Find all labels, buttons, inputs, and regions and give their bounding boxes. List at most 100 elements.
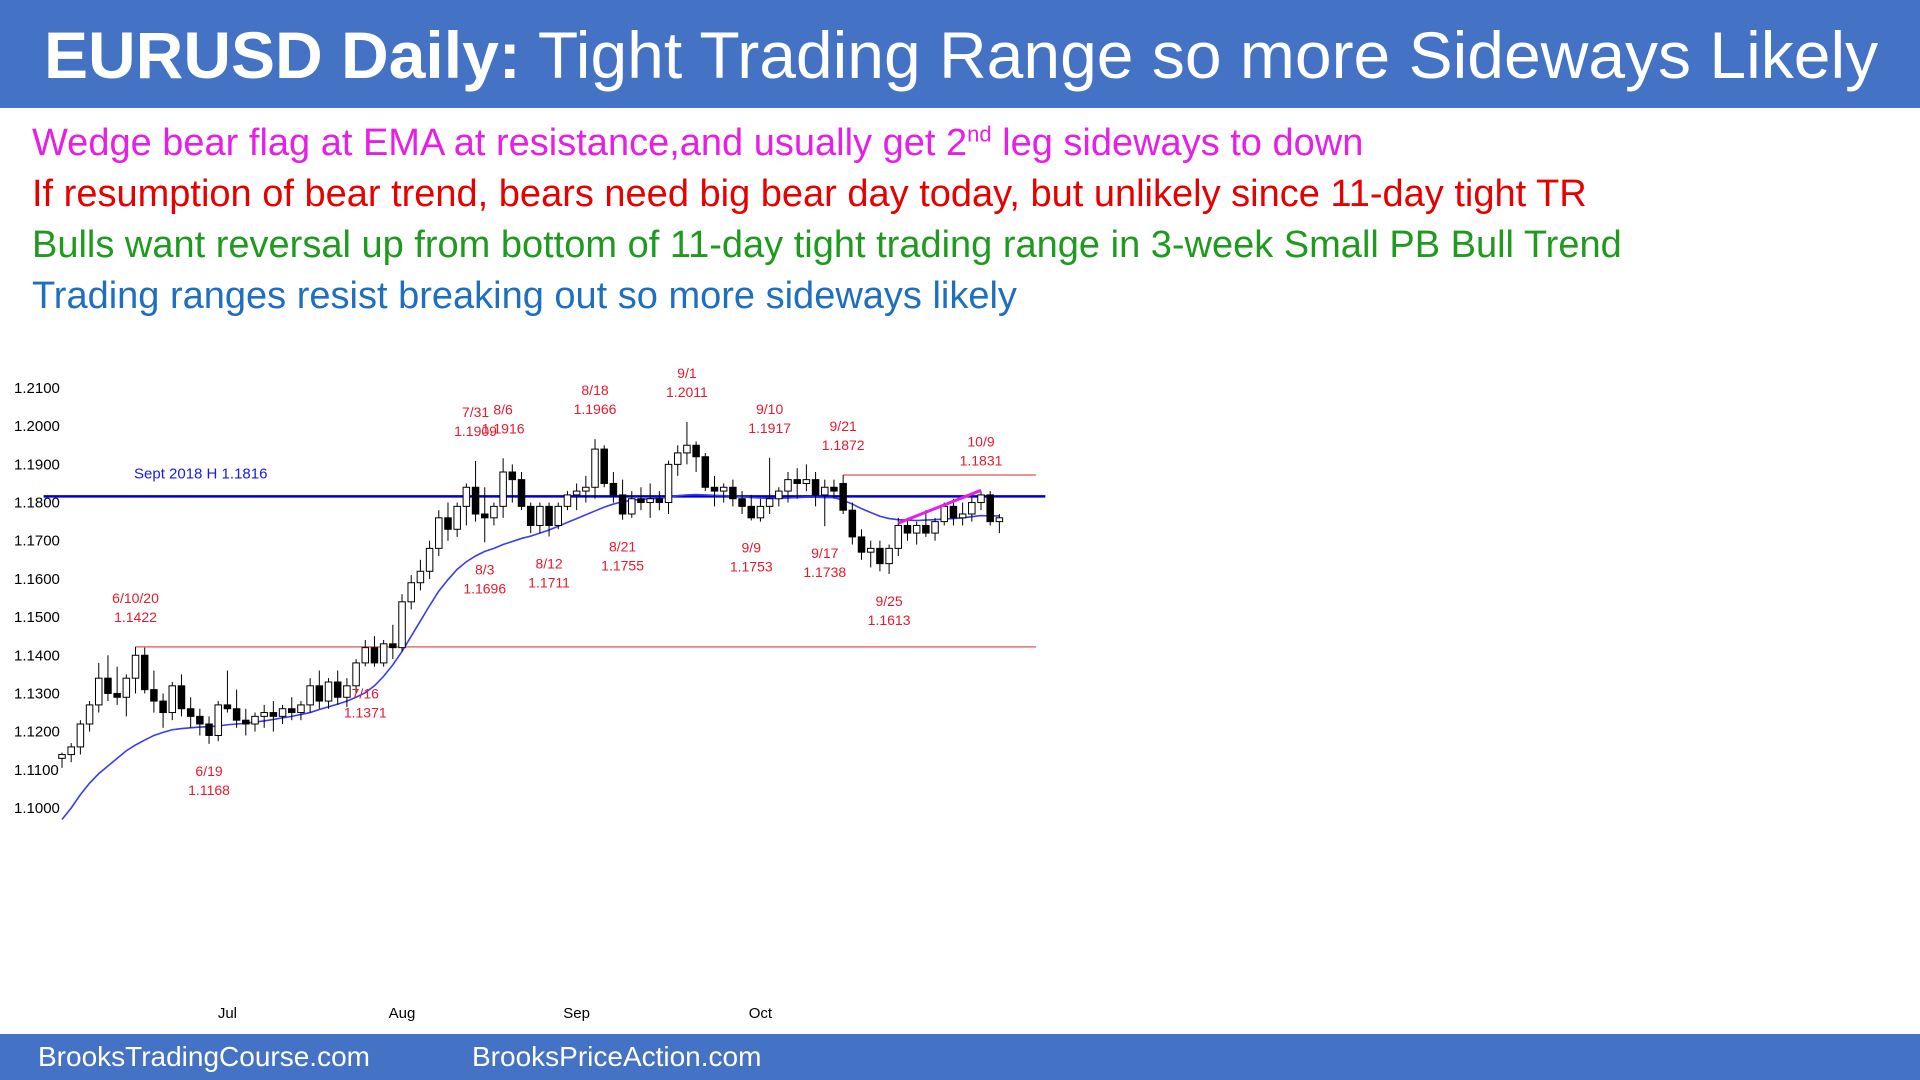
bull-candle bbox=[931, 521, 939, 534]
y-tick-label: 1.2000 bbox=[14, 418, 60, 435]
bear-candle bbox=[729, 486, 737, 500]
footer-link-trading-course[interactable]: BrooksTradingCourse.com bbox=[38, 1041, 370, 1072]
bear-candle bbox=[389, 643, 397, 649]
bull-candle bbox=[122, 677, 131, 698]
swing-annotation: 9/1 bbox=[677, 365, 697, 381]
bull-candle bbox=[85, 704, 94, 725]
bear-candle bbox=[793, 479, 801, 484]
swing-annotation: 8/6 bbox=[493, 401, 513, 417]
bull-candle bbox=[58, 754, 66, 759]
title-bar: EURUSD Daily: Tight Trading Range so mor… bbox=[0, 0, 1920, 108]
y-tick-label: 1.1100 bbox=[14, 762, 59, 779]
bull-candle bbox=[977, 494, 985, 504]
bear-candle bbox=[811, 479, 820, 496]
bear-candle bbox=[517, 479, 526, 507]
swing-annotation: 7/31 bbox=[462, 404, 489, 420]
y-tick-label: 1.2100 bbox=[14, 380, 60, 397]
bear-candle bbox=[508, 471, 517, 481]
swing-annotation: 9/21 bbox=[830, 418, 857, 434]
x-tick-label: Jul bbox=[218, 1005, 237, 1022]
bear-candle bbox=[205, 723, 213, 736]
title-headline: Tight Trading Range so more Sideways Lik… bbox=[537, 18, 1879, 92]
bear-candle bbox=[857, 536, 866, 553]
bull-candle bbox=[554, 505, 563, 526]
bear-candle bbox=[655, 498, 664, 504]
wedge-trendline bbox=[897, 488, 982, 525]
note-1-text-end: leg sideways to down bbox=[991, 122, 1364, 164]
bear-candle bbox=[876, 547, 884, 565]
y-tick-label: 1.1900 bbox=[14, 456, 60, 473]
swing-annotation: 1.1422 bbox=[114, 609, 157, 625]
bear-candle bbox=[600, 448, 608, 484]
level-line-label: Sept 2018 H 1.1816 bbox=[134, 465, 267, 482]
bear-candle bbox=[738, 498, 746, 507]
bull-candle bbox=[462, 486, 471, 507]
swing-annotation: 1.1696 bbox=[463, 580, 506, 596]
swing-annotation: 1.1168 bbox=[188, 782, 230, 798]
swing-annotation: 1.1371 bbox=[344, 704, 387, 720]
swing-annotation: 8/21 bbox=[609, 539, 636, 555]
title-symbol: EURUSD Daily: bbox=[44, 18, 521, 92]
swing-annotation: 9/9 bbox=[742, 539, 762, 555]
bear-candle bbox=[986, 494, 994, 523]
bull-candle bbox=[379, 643, 388, 664]
swing-annotation: 1.1916 bbox=[482, 420, 525, 436]
x-tick-label: Oct bbox=[749, 1005, 773, 1022]
bull-candle bbox=[719, 486, 728, 492]
bear-candle bbox=[159, 700, 167, 714]
y-tick-label: 1.1000 bbox=[14, 800, 60, 817]
bull-candle bbox=[821, 486, 829, 496]
bear-candle bbox=[315, 685, 324, 702]
bull-candle bbox=[214, 704, 222, 736]
bull-candle bbox=[343, 685, 351, 698]
bull-candle bbox=[591, 448, 599, 488]
bull-candle bbox=[168, 685, 177, 714]
bull-candle bbox=[306, 685, 314, 706]
bull-candle bbox=[802, 479, 811, 484]
bull-candle bbox=[940, 505, 948, 523]
bull-candle bbox=[572, 490, 581, 496]
swing-annotation: 1.1613 bbox=[868, 612, 911, 628]
bull-candle bbox=[435, 517, 443, 549]
bull-candle bbox=[866, 547, 875, 553]
swing-annotation: 1.1966 bbox=[574, 401, 617, 417]
bull-candle bbox=[67, 746, 75, 756]
bull-candle bbox=[407, 582, 415, 603]
bear-candle bbox=[333, 681, 342, 698]
bull-candle bbox=[894, 524, 903, 549]
swing-annotation: 1.1753 bbox=[730, 558, 773, 574]
bear-candle bbox=[848, 509, 857, 538]
y-tick-label: 1.1500 bbox=[14, 609, 60, 626]
bear-candle bbox=[839, 482, 847, 511]
y-tick-label: 1.1600 bbox=[14, 571, 60, 588]
bull-candle bbox=[536, 505, 544, 526]
y-tick-label: 1.1300 bbox=[14, 685, 60, 702]
swing-annotation: 10/9 bbox=[967, 434, 994, 450]
footer-link-price-action[interactable]: BrooksPriceAction.com bbox=[472, 1041, 762, 1072]
bear-candle bbox=[232, 708, 241, 721]
bear-candle bbox=[113, 692, 121, 698]
swing-annotation: 1.1755 bbox=[601, 558, 644, 574]
note-1-text: Wedge bear flag at EMA at resistance,and… bbox=[32, 122, 968, 164]
bull-candle bbox=[968, 502, 976, 515]
bull-candle bbox=[499, 471, 507, 507]
swing-annotation: 1.1917 bbox=[748, 420, 791, 436]
swing-annotation: 9/10 bbox=[756, 401, 783, 417]
bear-candle bbox=[692, 444, 700, 458]
bear-candle bbox=[140, 654, 149, 691]
bear-candle bbox=[949, 505, 958, 519]
swing-annotation: 8/18 bbox=[581, 382, 608, 398]
swing-annotation: 1.2011 bbox=[666, 384, 708, 400]
note-line-4: Trading ranges resist breaking out so mo… bbox=[32, 275, 1017, 317]
bear-candle bbox=[701, 456, 710, 488]
bear-candle bbox=[710, 486, 719, 492]
bull-candle bbox=[628, 498, 636, 515]
bull-candle bbox=[260, 712, 268, 717]
commentary-notes: Wedge bear flag at EMA at resistance,and… bbox=[32, 118, 1892, 322]
y-tick-label: 1.1800 bbox=[14, 495, 60, 512]
x-tick-label: Sep bbox=[563, 1005, 590, 1022]
bull-candle bbox=[425, 547, 434, 572]
bull-candle bbox=[683, 444, 691, 454]
swing-annotation: 1.1909 bbox=[454, 423, 497, 439]
bull-candle bbox=[673, 452, 682, 465]
